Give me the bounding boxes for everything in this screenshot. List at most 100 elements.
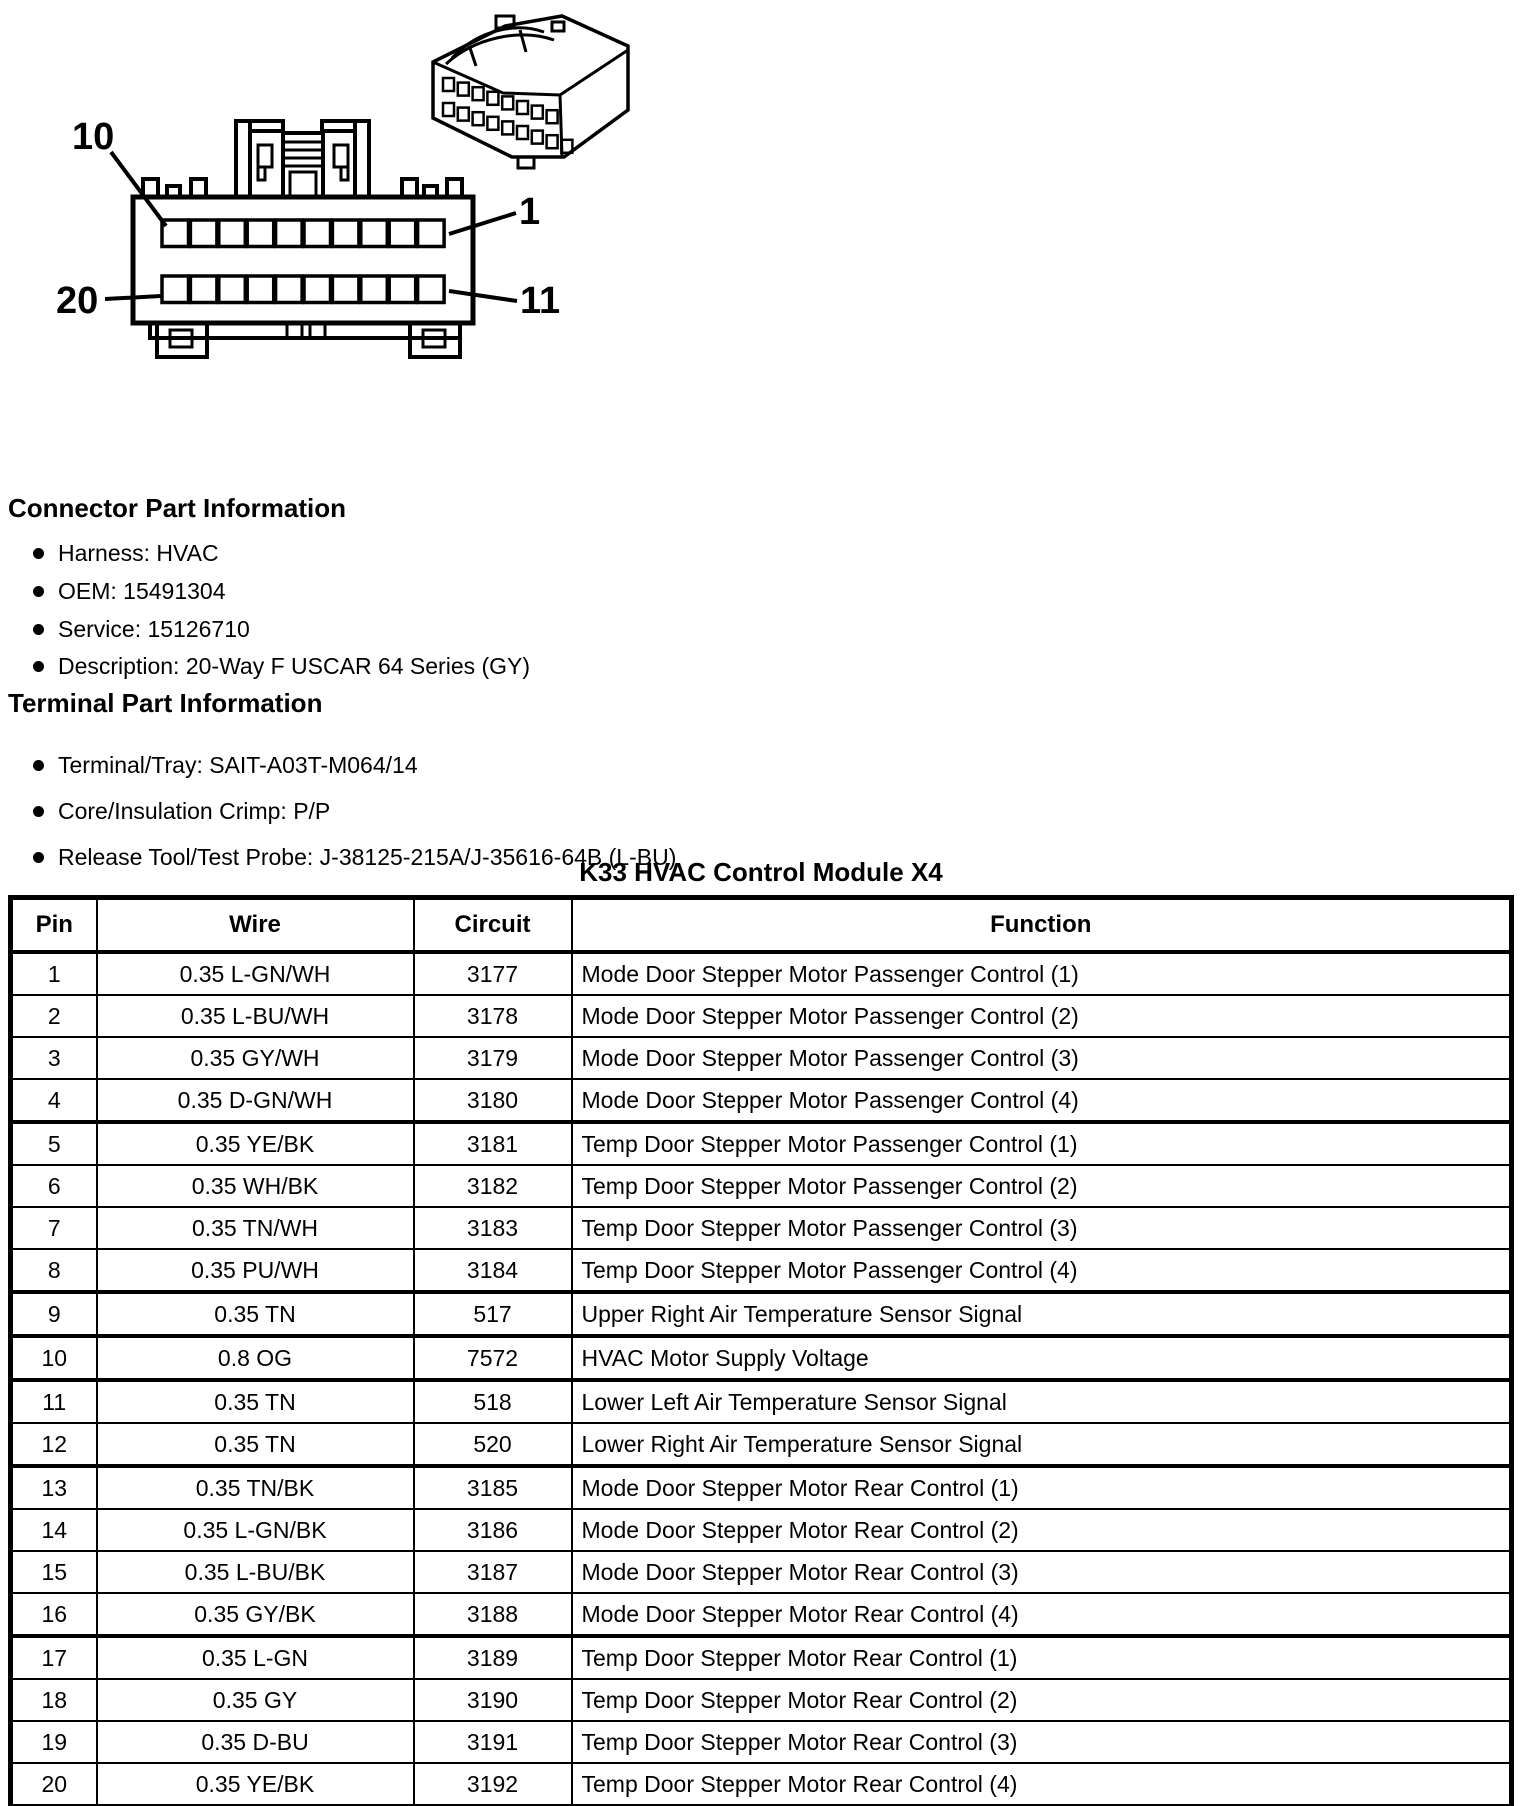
table-row: 17 0.35 L-GN 3189 Temp Door Stepper Motor R… [9, 1634, 1513, 1680]
circuit-cell: 3191 [412, 1720, 573, 1764]
pin-cell: 12 [9, 1422, 98, 1467]
list-item: Terminal/Tray: SAIT-A03T-M064/14 [33, 752, 418, 779]
wire-cell: 0.35 YE/BK [95, 1762, 415, 1806]
section-heading-connector: Connector Part Information [8, 493, 347, 523]
pin-label-20: 20 [56, 280, 98, 322]
list-item: Release Tool/Test Probe: J-38125-215A/J-… [33, 844, 676, 871]
circuit-cell: 3182 [412, 1164, 573, 1208]
function-cell: Temp Door Stepper Motor Rear Control (2) [570, 1678, 1513, 1722]
list-item-text: Core/Insulation Crimp: P/P [58, 798, 331, 824]
circuit-cell: 3183 [412, 1206, 573, 1250]
function-cell: Temp Door Stepper Motor Passenger Contro… [570, 1206, 1513, 1250]
function-cell: Mode Door Stepper Motor Passenger Contro… [570, 951, 1513, 996]
wire-cell: 0.35 GY/WH [95, 1036, 415, 1080]
bullet-icon [33, 548, 44, 559]
function-cell: Mode Door Stepper Motor Rear Control (3) [570, 1550, 1513, 1594]
circuit-cell: 7572 [412, 1334, 573, 1381]
pin-cell: 20 [9, 1762, 98, 1806]
table-row: 7 0.35 TN/WH 3183 Temp Door Stepper Motor P… [9, 1206, 1513, 1250]
list-item: Harness: HVAC [33, 540, 219, 567]
circuit-cell: 3186 [412, 1508, 573, 1552]
function-cell: Temp Door Stepper Motor Passenger Contro… [570, 1164, 1513, 1208]
list-item-text: Description: 20-Way F USCAR 64 Series (G… [58, 653, 531, 679]
connector-diagram: 10 1 20 11 [56, 14, 630, 359]
wire-cell: 0.35 GY/BK [95, 1592, 415, 1637]
table-row: 12 0.35 TN 520 Lower Right Air Temperature … [9, 1422, 1513, 1467]
pin-cell: 4 [9, 1078, 98, 1123]
circuit-cell: 3189 [412, 1634, 573, 1680]
wire-cell: 0.35 L-GN/WH [95, 951, 415, 996]
pin-grid [160, 218, 446, 305]
bullet-icon [33, 661, 44, 672]
circuit-cell: 3192 [412, 1762, 573, 1806]
circuit-cell: 517 [412, 1290, 573, 1337]
wire-cell: 0.35 TN [95, 1290, 415, 1337]
function-cell: Mode Door Stepper Motor Rear Control (4) [570, 1592, 1513, 1637]
function-cell: HVAC Motor Supply Voltage [570, 1334, 1513, 1381]
pin-label-10: 10 [72, 116, 114, 158]
table-row: 18 0.35 GY 3190 Temp Door Stepper Motor Rea… [9, 1678, 1513, 1722]
wire-cell: 0.35 L-BU/BK [95, 1550, 415, 1594]
function-cell: Mode Door Stepper Motor Passenger Contro… [570, 1036, 1513, 1080]
pin-cell: 7 [9, 1206, 98, 1250]
wire-cell: 0.35 TN/WH [95, 1206, 415, 1250]
table-row: 3 0.35 GY/WH 3179 Mode Door Stepper Motor P… [9, 1036, 1513, 1080]
function-cell: Mode Door Stepper Motor Passenger Contro… [570, 1078, 1513, 1123]
list-item-text: Service: 15126710 [58, 616, 250, 642]
pin-cell: 2 [9, 994, 98, 1038]
bullet-icon [33, 852, 44, 863]
circuit-cell: 3179 [412, 1036, 573, 1080]
list-item-text: Harness: HVAC [58, 540, 219, 566]
function-cell: Mode Door Stepper Motor Passenger Contro… [570, 994, 1513, 1038]
list-item: Core/Insulation Crimp: P/P [33, 798, 330, 825]
bullet-icon [33, 624, 44, 635]
circuit-cell: 3185 [412, 1464, 573, 1510]
table-row: 8 0.35 PU/WH 3184 Temp Door Stepper Motor P… [9, 1248, 1513, 1293]
function-cell: Temp Door Stepper Motor Passenger Contro… [570, 1248, 1513, 1293]
circuit-cell: 3190 [412, 1678, 573, 1722]
table-header-row: Pin Wire Circuit Function [9, 896, 1513, 954]
list-item: OEM: 15491304 [33, 578, 226, 605]
wire-cell: 0.35 L-BU/WH [95, 994, 415, 1038]
wire-cell: 0.35 L-GN [95, 1634, 415, 1680]
pin-cell: 5 [9, 1120, 98, 1166]
table-row: 6 0.35 WH/BK 3182 Temp Door Stepper Motor P… [9, 1164, 1513, 1208]
circuit-cell: 3181 [412, 1120, 573, 1166]
table-row: 9 0.35 TN 517 Upper Right Air Temperature S… [9, 1290, 1513, 1337]
pin-cell: 17 [9, 1634, 98, 1680]
pin-cell: 10 [9, 1334, 98, 1381]
function-cell: Temp Door Stepper Motor Rear Control (4) [570, 1762, 1513, 1806]
function-cell: Temp Door Stepper Motor Rear Control (3) [570, 1720, 1513, 1764]
list-item-text: Terminal/Tray: SAIT-A03T-M064/14 [58, 752, 418, 778]
circuit-cell: 520 [412, 1422, 573, 1467]
wire-cell: 0.35 TN [95, 1378, 415, 1424]
bullet-icon [33, 586, 44, 597]
list-item-text: Release Tool/Test Probe: J-38125-215A/J-… [58, 844, 677, 870]
column-header-function: Function [570, 896, 1513, 954]
table-row: 14 0.35 L-GN/BK 3186 Mode Door Stepper Moto… [9, 1508, 1513, 1552]
circuit-cell: 3187 [412, 1550, 573, 1594]
pin-cell: 15 [9, 1550, 98, 1594]
pin-cell: 16 [9, 1592, 98, 1637]
table-row: 13 0.35 TN/BK 3185 Mode Door Stepper Motor … [9, 1464, 1513, 1510]
isometric-connector-view [431, 14, 630, 170]
table-row: 2 0.35 L-BU/WH 3178 Mode Door Stepper Motor… [9, 994, 1513, 1038]
function-cell: Lower Left Air Temperature Sensor Signal [570, 1378, 1513, 1424]
pin-cell: 8 [9, 1248, 98, 1293]
section-heading-terminal: Terminal Part Information [8, 688, 323, 718]
pin-cell: 11 [9, 1378, 98, 1424]
wire-cell: 0.35 L-GN/BK [95, 1508, 415, 1552]
pin-label-11: 11 [520, 280, 560, 322]
table-row: 19 0.35 D-BU 3191 Temp Door Stepper Motor R… [9, 1720, 1513, 1764]
table-row: 20 0.35 YE/BK 3192 Temp Door Stepper Motor … [9, 1762, 1513, 1806]
wire-cell: 0.35 YE/BK [95, 1120, 415, 1166]
pin-cell: 13 [9, 1464, 98, 1510]
table-row: 16 0.35 GY/BK 3188 Mode Door Stepper Motor … [9, 1592, 1513, 1637]
column-header-wire: Wire [95, 896, 415, 954]
connector-front-view: 10 1 20 11 [56, 116, 560, 359]
pin-cell: 9 [9, 1290, 98, 1337]
table-row: 5 0.35 YE/BK 3181 Temp Door Stepper Motor P… [9, 1120, 1513, 1166]
table-row: 15 0.35 L-BU/BK 3187 Mode Door Stepper Moto… [9, 1550, 1513, 1594]
table-row: 11 0.35 TN 518 Lower Left Air Temperature S… [9, 1378, 1513, 1424]
